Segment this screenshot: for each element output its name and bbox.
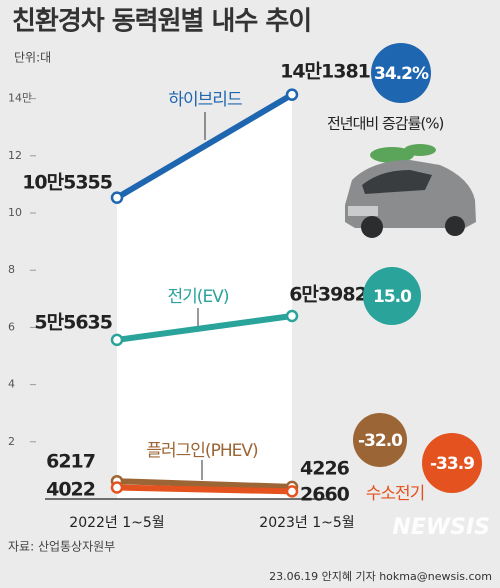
change-label: -33.9 [430, 454, 474, 474]
change-label: 15.0 [373, 287, 412, 307]
change-title: 전년대비 증감률(%) [327, 115, 443, 133]
series-line [114, 478, 295, 490]
y-tick-label: 10 [8, 206, 22, 219]
change-label: 34.2% [374, 64, 429, 84]
watermark: NEWSIS [392, 515, 490, 540]
change-label: -32.0 [358, 431, 403, 451]
footer: 23.06.19 안지혜 기자 hokma@newsis.com [269, 570, 492, 583]
series-line [114, 484, 295, 495]
point [110, 333, 124, 347]
change-bubble [422, 433, 482, 493]
point [285, 485, 299, 498]
series-line [114, 313, 295, 343]
data-label: 10만5355 [22, 172, 112, 194]
change-bubble [371, 43, 431, 103]
series-label: 전기(EV) [168, 287, 229, 307]
x-tick-label: 2022년 1~5월 [69, 515, 164, 531]
highlight-area [117, 94, 292, 500]
data-label: 4022 [46, 479, 95, 501]
data-label: 5만5635 [34, 312, 112, 334]
y-tick-label: 4 [8, 378, 15, 391]
change-bubble [363, 267, 421, 325]
y-tick-label: 12 [8, 149, 22, 162]
y-tick-label: 8 [8, 263, 15, 276]
data-label: 2660 [300, 484, 350, 506]
series-label: 수소전기 [366, 484, 425, 504]
change-bubble [353, 413, 407, 467]
data-label: 14만1381 [280, 61, 370, 83]
y-tick-label: 6 [8, 320, 15, 333]
source: 자료: 산업통상자원부 [8, 540, 115, 554]
point [285, 88, 299, 101]
car-illustration [345, 144, 476, 238]
data-label: 4226 [300, 458, 350, 480]
y-tick-label: 14만 [8, 92, 32, 105]
y-tick-label: 2 [8, 435, 15, 448]
chart-title: 친환경차 동력원별 내수 추이 [12, 7, 311, 37]
series-line [114, 91, 295, 201]
data-label: 6217 [46, 451, 95, 473]
data-label: 6만3982 [289, 284, 367, 306]
point [110, 481, 124, 494]
series-label: 플러그인(PHEV) [146, 441, 258, 461]
x-tick-label: 2023년 1~5월 [259, 515, 354, 531]
point [285, 309, 299, 323]
unit-label: 단위:대 [14, 51, 51, 65]
point [110, 191, 124, 204]
series-label: 하이브리드 [168, 90, 242, 110]
